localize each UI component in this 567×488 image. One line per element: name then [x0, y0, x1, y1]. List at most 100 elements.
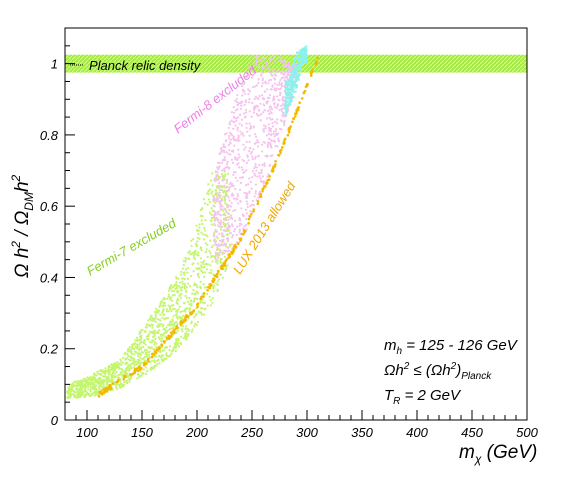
point [120, 360, 123, 363]
point [159, 350, 162, 353]
point [248, 149, 251, 153]
point [282, 142, 285, 145]
point [145, 366, 148, 369]
point [229, 232, 232, 235]
point [271, 125, 274, 128]
point [235, 119, 238, 122]
point [251, 158, 254, 161]
point [95, 392, 98, 395]
point [224, 249, 227, 253]
point [113, 383, 116, 386]
point [263, 162, 266, 165]
point [260, 73, 263, 76]
point [72, 392, 75, 396]
point [213, 238, 216, 241]
point [222, 244, 225, 247]
point [213, 212, 217, 215]
point [240, 166, 243, 169]
point [267, 133, 271, 136]
point [150, 319, 153, 322]
point [236, 100, 239, 104]
point [144, 343, 147, 346]
point [251, 101, 254, 105]
point [105, 377, 108, 380]
point [183, 302, 186, 305]
point [117, 374, 120, 377]
point [200, 301, 204, 304]
point [264, 127, 267, 130]
point [284, 104, 287, 107]
point [247, 88, 250, 91]
point [226, 206, 229, 209]
point [245, 212, 248, 215]
point [107, 365, 111, 368]
point [177, 308, 180, 311]
point [104, 372, 107, 376]
point [157, 331, 160, 335]
point [125, 361, 128, 364]
point [239, 222, 242, 225]
point [231, 161, 235, 164]
point [243, 92, 246, 95]
point [164, 328, 167, 331]
point [208, 188, 211, 191]
point [150, 355, 154, 359]
x-tick-label: 150 [131, 425, 153, 440]
point [271, 108, 274, 111]
point [183, 282, 186, 285]
point [237, 157, 240, 160]
point [103, 375, 106, 378]
point [212, 290, 215, 293]
point [295, 85, 298, 89]
point [232, 135, 235, 138]
point [214, 170, 218, 173]
point [108, 383, 112, 387]
point [192, 238, 195, 241]
point [244, 101, 248, 104]
y-tick-label: 0.2 [40, 342, 59, 357]
point [260, 113, 263, 116]
point [284, 108, 287, 111]
y-tick-label: 0.8 [40, 128, 59, 143]
point [269, 144, 272, 147]
point [174, 345, 177, 348]
point [145, 351, 148, 354]
x-tick-label: 350 [351, 425, 373, 440]
point [249, 204, 252, 208]
point [280, 82, 283, 85]
point [285, 70, 288, 73]
point [220, 148, 223, 151]
point [212, 235, 216, 238]
point [270, 58, 273, 61]
point [306, 83, 309, 86]
point [296, 51, 299, 54]
point [262, 124, 266, 127]
point [115, 375, 118, 378]
point [227, 137, 231, 140]
point [286, 133, 290, 137]
point [225, 189, 228, 192]
point [239, 238, 242, 242]
point [265, 61, 268, 64]
point [265, 117, 269, 120]
point [251, 176, 254, 179]
point [165, 330, 168, 333]
point [111, 371, 115, 374]
point [141, 372, 144, 375]
point [283, 59, 286, 62]
point [173, 283, 176, 287]
point [129, 351, 132, 354]
point [258, 95, 261, 98]
point [238, 166, 241, 169]
point [153, 350, 157, 353]
point [177, 298, 180, 302]
point [179, 273, 182, 276]
point [121, 368, 124, 371]
point [239, 219, 242, 222]
point [128, 378, 131, 381]
point [289, 68, 292, 71]
point [193, 250, 196, 253]
point [251, 203, 254, 206]
point [184, 268, 188, 271]
point [256, 202, 260, 205]
